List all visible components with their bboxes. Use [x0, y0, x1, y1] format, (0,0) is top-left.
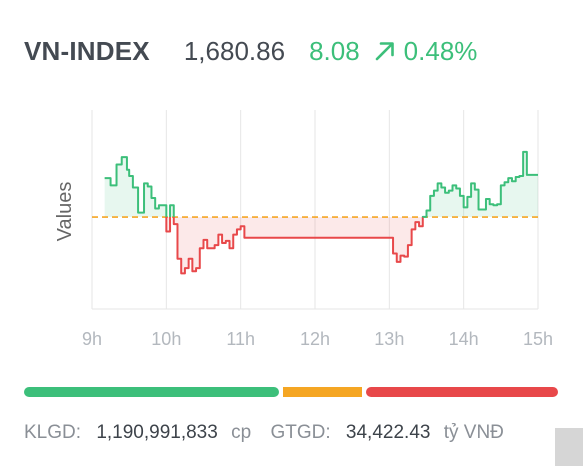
breadth-flat-segment: [283, 387, 362, 397]
x-tick-label: 15h: [523, 329, 553, 349]
breadth-down-segment: [366, 387, 558, 397]
index-change-percent: 0.48%: [403, 36, 478, 66]
arrow-up-right-icon: [374, 40, 396, 62]
series-line-down: [165, 217, 172, 233]
gtgd-value: 34,422.43: [345, 422, 431, 443]
chart-series-lines: [104, 150, 538, 275]
index-title: VN-INDEX: [24, 36, 150, 66]
series-line-up: [421, 150, 538, 218]
x-tick-label: 12h: [300, 329, 330, 349]
x-tick-label: 14h: [449, 329, 479, 349]
x-tick-label: 13h: [374, 329, 404, 349]
x-tick-label: 9h: [82, 329, 102, 349]
series-line-up: [169, 204, 175, 218]
breadth-up-segment: [24, 387, 280, 397]
market-breadth-bar: [24, 387, 558, 397]
klgd-label: KLGD:: [24, 422, 82, 443]
gtgd-unit: tỷ VNĐ: [443, 422, 504, 443]
series-line-up: [104, 156, 168, 218]
y-axis-label: Values: [54, 182, 76, 242]
gtgd-label: GTGD:: [270, 422, 331, 443]
x-tick-label: 11h: [226, 329, 255, 349]
area-above-reference: [104, 157, 167, 218]
index-header: VN-INDEX 1,680.86 8.08 0.48%: [24, 36, 477, 76]
index-price: 1,680.86: [183, 36, 286, 66]
area-below-reference: [173, 217, 423, 274]
index-change: 8.08: [309, 36, 360, 66]
klgd-value: 1,190,991,833: [96, 422, 218, 443]
x-axis-ticks: 9h 10h 11h 12h 13h 14h 15h: [82, 329, 553, 349]
area-above-reference: [422, 151, 538, 218]
intraday-chart: 9h 10h 11h 12h 13h 14h 15h Values: [54, 110, 553, 349]
series-line-down: [172, 217, 424, 275]
scrollbar-thumb[interactable]: [555, 428, 583, 466]
x-tick-label: 10h: [151, 329, 181, 349]
chart-grid: [91, 110, 539, 310]
trading-stats: KLGD: 1,190,991,833 cp GTGD: 34,422.43 t…: [24, 422, 504, 444]
klgd-unit: cp: [231, 422, 252, 443]
